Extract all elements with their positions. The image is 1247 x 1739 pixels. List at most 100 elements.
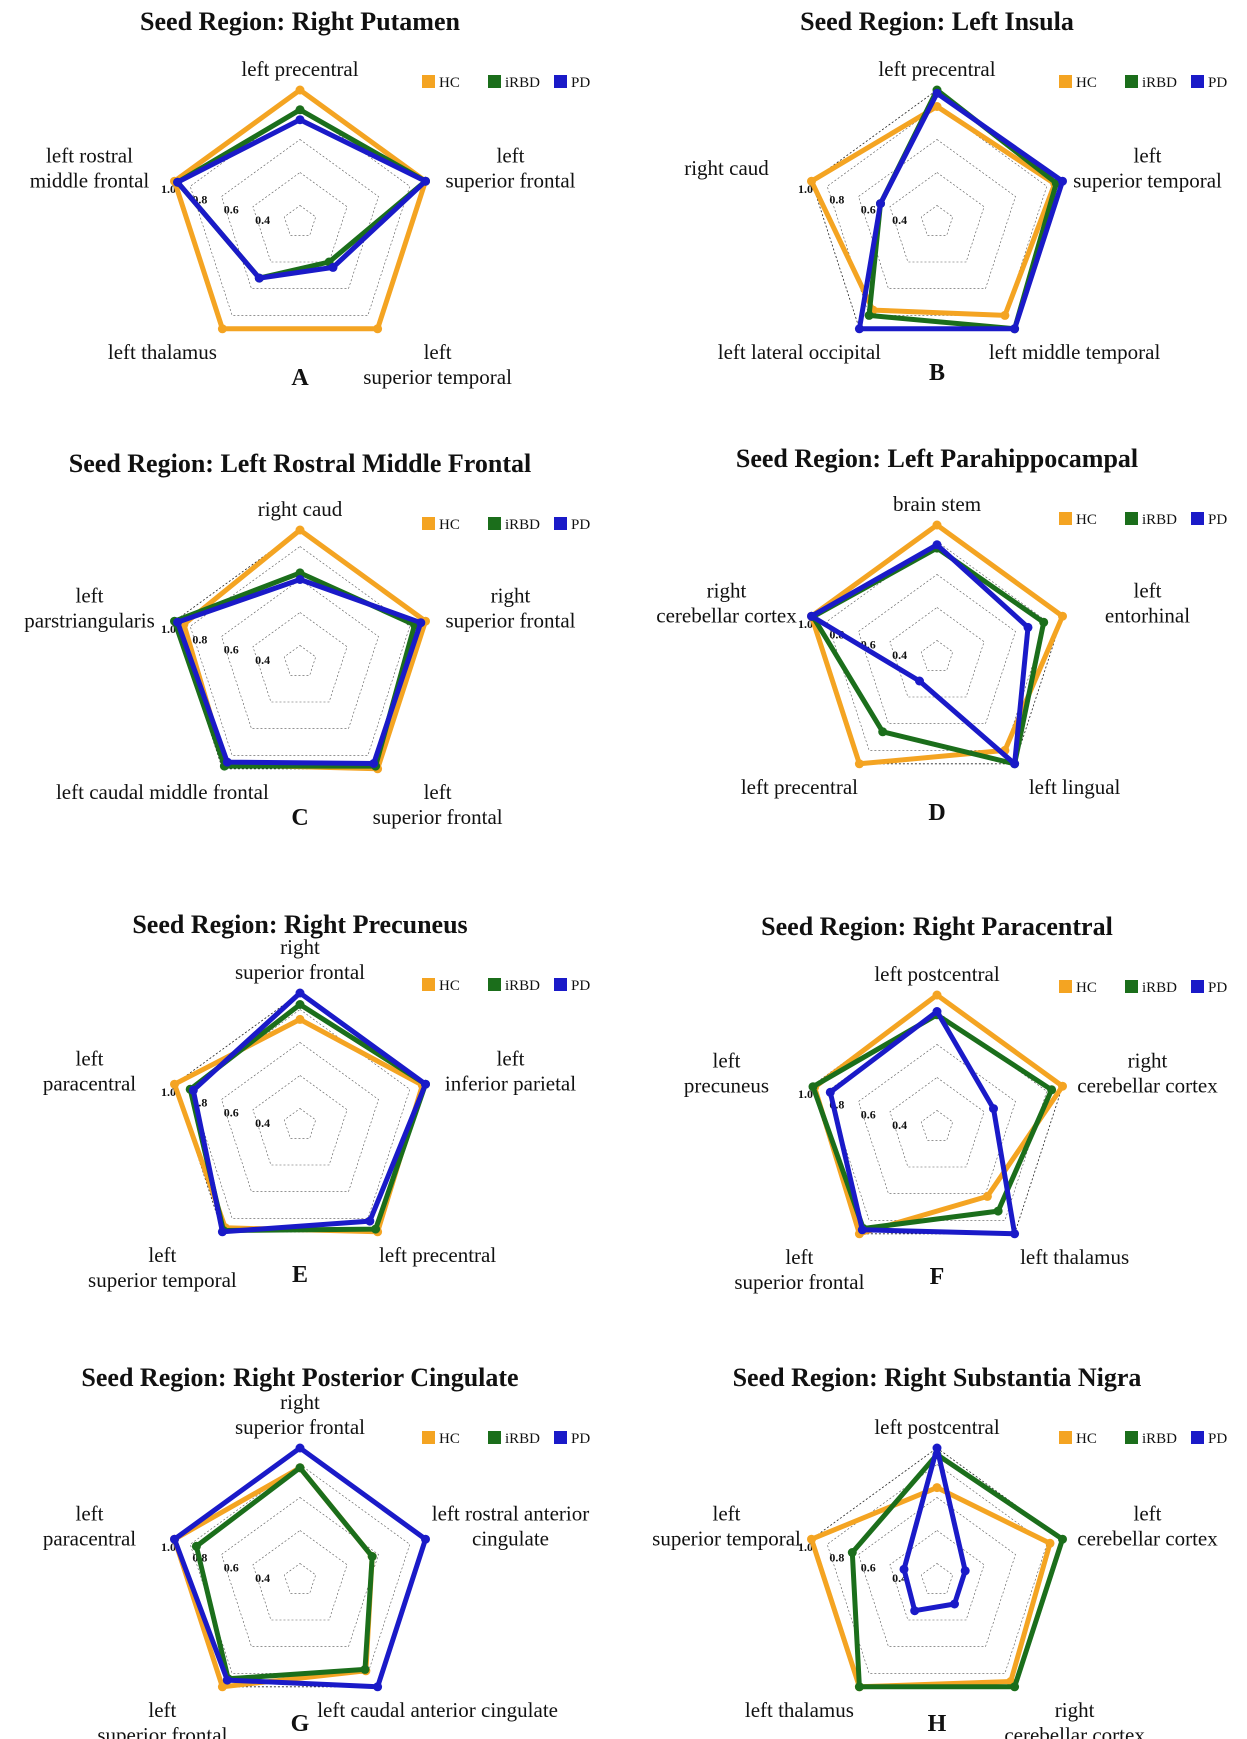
grid-ring xyxy=(189,1464,411,1674)
legend-swatch-pd xyxy=(1191,980,1204,993)
legend-swatch-irbd xyxy=(1125,75,1138,88)
radial-tick-label: 0.4 xyxy=(255,213,270,227)
data-point-pd xyxy=(854,324,864,334)
axis-label: left rostral xyxy=(46,144,133,168)
axis-label: superior temporal xyxy=(652,1527,801,1551)
legend-label-irbd: iRBD xyxy=(505,978,540,994)
radar-panel-f: Seed Region: Right Paracentral0.40.60.81… xyxy=(684,912,1227,1294)
data-point-pd xyxy=(932,1007,942,1016)
legend-swatch-irbd xyxy=(1125,980,1138,993)
data-point-pd xyxy=(1010,759,1020,769)
grid-ring xyxy=(221,1497,379,1647)
radial-tick-label: 0.6 xyxy=(861,1561,876,1575)
data-point-pd xyxy=(295,575,305,584)
grid-ring xyxy=(889,172,985,263)
axis-label: left xyxy=(424,780,452,804)
data-point-hc xyxy=(170,1079,179,1089)
data-point-hc xyxy=(1045,1538,1055,1548)
data-point-irbd xyxy=(808,1082,818,1092)
grid-ring xyxy=(920,640,954,671)
radial-tick-label: 0.4 xyxy=(892,648,907,662)
radial-tick-label: 1.0 xyxy=(798,617,813,631)
data-point-irbd xyxy=(878,727,888,737)
radial-tick-label: 1.0 xyxy=(798,1087,813,1101)
radial-tick-label: 0.4 xyxy=(255,1571,270,1585)
legend-swatch-hc xyxy=(1059,512,1072,525)
series-line-pd xyxy=(172,1445,428,1690)
data-point-irbd xyxy=(1010,1682,1020,1692)
axis-label: right xyxy=(491,584,531,608)
data-point-irbd xyxy=(295,1000,305,1009)
axis-label: left caudal middle frontal xyxy=(56,780,269,804)
axis-label: left rostral anterior xyxy=(432,1502,589,1526)
data-point-pd xyxy=(222,757,232,767)
data-point-hc xyxy=(1058,1081,1067,1091)
axis-label: left xyxy=(76,1502,104,1526)
chart-title: Seed Region: Right Precuneus xyxy=(132,910,467,939)
axis-label: left xyxy=(148,1243,176,1267)
axis-label: precuneus xyxy=(684,1074,769,1098)
panel-letter: F xyxy=(930,1264,945,1290)
legend-label-hc: HC xyxy=(1076,980,1097,996)
legend-swatch-hc xyxy=(1059,75,1072,88)
legend-swatch-pd xyxy=(554,75,567,88)
axis-label: left precentral xyxy=(241,57,358,81)
grid-ring xyxy=(221,1042,379,1192)
axis-label: left postcentral xyxy=(874,1415,1000,1439)
radar-panel-a: Seed Region: Right Putamen0.40.60.81.0le… xyxy=(30,7,591,391)
legend-swatch-irbd xyxy=(488,517,501,530)
data-point-pd xyxy=(173,617,183,627)
axis-label: cerebellar cortex xyxy=(1004,1723,1145,1739)
chart-title: Seed Region: Right Posterior Cingulate xyxy=(81,1363,518,1392)
legend-label-pd: PD xyxy=(1208,75,1227,91)
axis-label: left xyxy=(497,1047,525,1071)
axis-label: entorhinal xyxy=(1105,604,1190,628)
data-point-hc xyxy=(932,1483,942,1493)
data-point-irbd xyxy=(1039,617,1049,627)
axis-label: superior frontal xyxy=(445,609,575,633)
panel-letter: D xyxy=(928,800,945,826)
grid-ring xyxy=(826,541,1048,751)
radial-tick-label: 0.6 xyxy=(861,203,876,217)
legend-label-hc: HC xyxy=(439,978,460,994)
series-line-hc xyxy=(181,527,428,772)
data-point-pd xyxy=(222,1675,232,1685)
axis-label: left thalamus xyxy=(1020,1245,1129,1269)
axis-label: superior frontal xyxy=(445,169,575,193)
grid-ring xyxy=(858,1497,1016,1647)
series-line-pd xyxy=(827,1009,1018,1237)
legend-swatch-hc xyxy=(422,1431,435,1444)
data-point-pd xyxy=(217,1227,227,1237)
grid-ring xyxy=(858,139,1016,290)
axis-label: brain stem xyxy=(893,492,981,516)
axis-label: left lateral occipital xyxy=(718,340,881,364)
radial-tick-label: 1.0 xyxy=(161,182,176,196)
data-point-pd xyxy=(899,1564,909,1574)
axis-label: inferior parietal xyxy=(445,1072,576,1096)
radial-tick-label: 0.4 xyxy=(892,1118,907,1132)
series-line-pd xyxy=(809,542,1031,767)
axis-label: middle frontal xyxy=(30,169,150,193)
data-point-irbd xyxy=(864,310,874,320)
axis-label: superior temporal xyxy=(363,365,512,389)
data-point-pd xyxy=(915,676,924,686)
axis-label: superior frontal xyxy=(734,1270,864,1294)
data-point-hc xyxy=(807,1534,816,1544)
data-point-pd xyxy=(295,1443,305,1453)
axis-label: right xyxy=(1055,1698,1095,1722)
data-point-irbd xyxy=(295,105,305,115)
radar-panel-c: Seed Region: Left Rostral Middle Frontal… xyxy=(24,449,590,831)
data-point-pd xyxy=(173,177,183,187)
radar-panel-h: Seed Region: Right Substantia Nigra0.40.… xyxy=(652,1363,1227,1739)
grid-ring xyxy=(920,1563,954,1594)
axis-label: left precentral xyxy=(741,775,858,799)
legend-swatch-hc xyxy=(1059,1431,1072,1444)
data-point-pd xyxy=(328,262,338,272)
radar-panel-g: Seed Region: Right Posterior Cingulate 0.… xyxy=(43,1363,590,1739)
legend-swatch-pd xyxy=(1191,1431,1204,1444)
data-point-irbd xyxy=(295,568,305,578)
axis-label: left xyxy=(1134,1502,1162,1526)
data-point-pd xyxy=(807,611,816,621)
series-line-pd xyxy=(175,577,424,766)
radial-tick-label: 1.0 xyxy=(798,1540,813,1554)
